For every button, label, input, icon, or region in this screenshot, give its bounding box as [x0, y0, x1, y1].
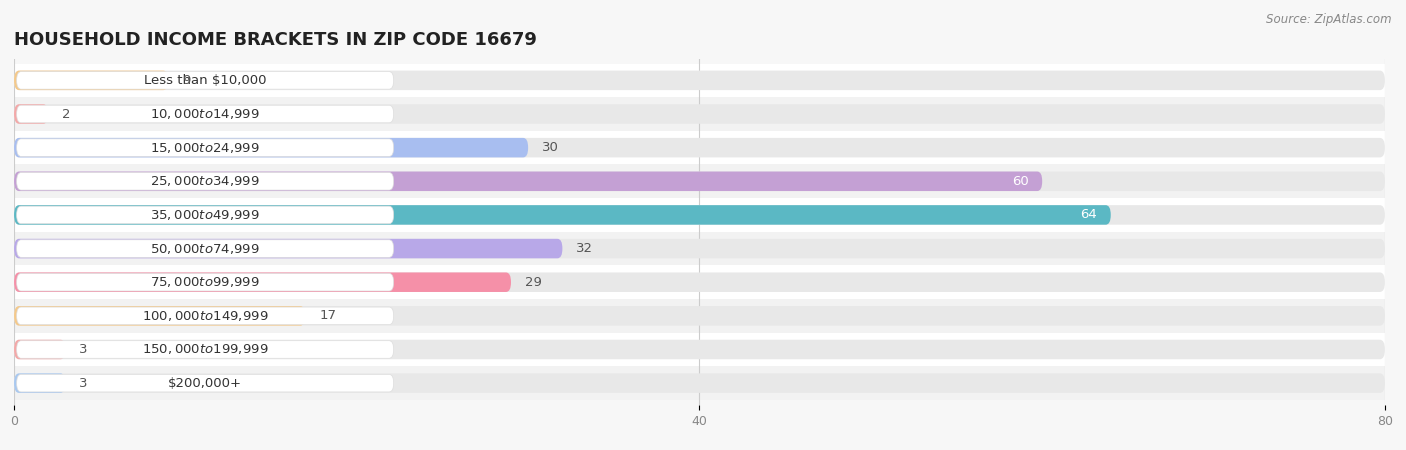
Bar	[14, 266, 1385, 299]
Bar	[14, 131, 1385, 164]
Text: Source: ZipAtlas.com: Source: ZipAtlas.com	[1267, 14, 1392, 27]
FancyBboxPatch shape	[14, 272, 510, 292]
Text: $10,000 to $14,999: $10,000 to $14,999	[150, 107, 260, 121]
FancyBboxPatch shape	[14, 306, 1385, 326]
Text: 29: 29	[524, 276, 541, 289]
Bar	[14, 333, 1385, 366]
Text: $100,000 to $149,999: $100,000 to $149,999	[142, 309, 269, 323]
FancyBboxPatch shape	[14, 340, 66, 359]
Text: HOUSEHOLD INCOME BRACKETS IN ZIP CODE 16679: HOUSEHOLD INCOME BRACKETS IN ZIP CODE 16…	[14, 31, 537, 49]
Text: 9: 9	[181, 74, 190, 87]
Bar	[14, 299, 1385, 333]
FancyBboxPatch shape	[14, 71, 169, 90]
FancyBboxPatch shape	[17, 307, 394, 324]
FancyBboxPatch shape	[14, 205, 1111, 225]
Text: $200,000+: $200,000+	[169, 377, 242, 390]
Text: 3: 3	[79, 377, 87, 390]
FancyBboxPatch shape	[14, 171, 1042, 191]
FancyBboxPatch shape	[14, 71, 1385, 90]
Bar	[14, 63, 1385, 97]
FancyBboxPatch shape	[14, 239, 1385, 258]
FancyBboxPatch shape	[14, 374, 1385, 393]
FancyBboxPatch shape	[17, 139, 394, 157]
Text: $25,000 to $34,999: $25,000 to $34,999	[150, 174, 260, 188]
Bar	[14, 366, 1385, 400]
Text: 32: 32	[576, 242, 593, 255]
FancyBboxPatch shape	[17, 105, 394, 123]
Bar	[14, 164, 1385, 198]
Text: 64: 64	[1080, 208, 1097, 221]
FancyBboxPatch shape	[17, 374, 394, 392]
Bar	[14, 198, 1385, 232]
FancyBboxPatch shape	[17, 274, 394, 291]
FancyBboxPatch shape	[14, 138, 1385, 157]
Text: $150,000 to $199,999: $150,000 to $199,999	[142, 342, 269, 356]
FancyBboxPatch shape	[14, 171, 1385, 191]
Text: $75,000 to $99,999: $75,000 to $99,999	[150, 275, 260, 289]
FancyBboxPatch shape	[14, 272, 1385, 292]
Bar	[14, 97, 1385, 131]
FancyBboxPatch shape	[17, 72, 394, 89]
Text: 2: 2	[62, 108, 70, 121]
Text: 60: 60	[1012, 175, 1029, 188]
FancyBboxPatch shape	[17, 172, 394, 190]
Text: $35,000 to $49,999: $35,000 to $49,999	[150, 208, 260, 222]
Bar	[14, 232, 1385, 266]
FancyBboxPatch shape	[14, 374, 66, 393]
Text: 30: 30	[541, 141, 558, 154]
Text: Less than $10,000: Less than $10,000	[143, 74, 266, 87]
FancyBboxPatch shape	[14, 104, 48, 124]
FancyBboxPatch shape	[17, 240, 394, 257]
FancyBboxPatch shape	[14, 239, 562, 258]
Text: $15,000 to $24,999: $15,000 to $24,999	[150, 141, 260, 155]
FancyBboxPatch shape	[17, 206, 394, 224]
FancyBboxPatch shape	[17, 341, 394, 358]
Text: 17: 17	[319, 309, 336, 322]
FancyBboxPatch shape	[14, 340, 1385, 359]
FancyBboxPatch shape	[14, 205, 1385, 225]
Text: 3: 3	[79, 343, 87, 356]
FancyBboxPatch shape	[14, 104, 1385, 124]
FancyBboxPatch shape	[14, 138, 529, 157]
Text: $50,000 to $74,999: $50,000 to $74,999	[150, 242, 260, 256]
FancyBboxPatch shape	[14, 306, 305, 326]
